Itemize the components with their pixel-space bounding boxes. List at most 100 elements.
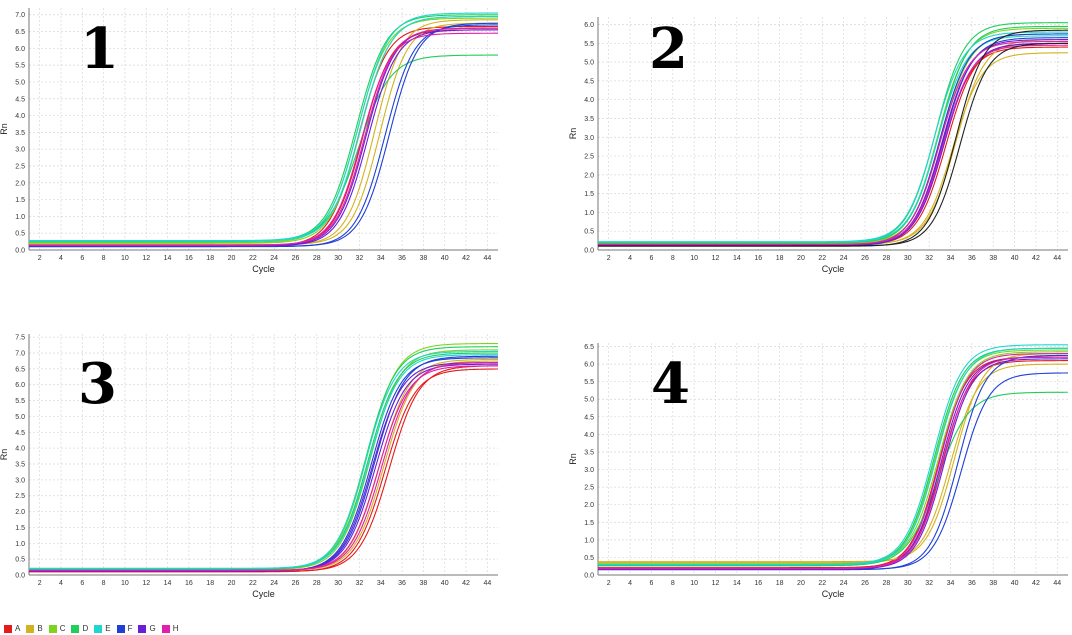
x-tick-label: 42 (1032, 580, 1040, 587)
series-line-c (29, 17, 498, 244)
y-axis-label: Rn (568, 128, 578, 140)
x-tick-label: 36 (968, 255, 976, 262)
x-tick-label: 28 (313, 580, 321, 587)
chart-panel-4: 2 4 6 8 10 12 14 16 18 20 22 24 26 28 30 32 34 36 38 40 42 44… (568, 343, 1069, 599)
legend-label: D (82, 624, 89, 633)
legend-item-f: F (116, 624, 132, 633)
y-tick-label: 4.5 (15, 96, 25, 103)
series-line-e (29, 354, 499, 569)
x-tick-label: 40 (441, 580, 449, 587)
y-tick-label: 2.0 (584, 502, 594, 509)
y-tick-label: 3.0 (15, 477, 25, 484)
x-tick-label: 24 (270, 255, 278, 262)
series-line-d (29, 54, 498, 243)
y-tick-label: 3.5 (15, 130, 25, 137)
y-tick-label: 3.5 (584, 449, 594, 456)
y-tick-label: 7.0 (15, 351, 25, 358)
x-tick-label: 42 (462, 580, 470, 587)
y-tick-label: 6.5 (15, 366, 25, 373)
x-tick-label: 16 (185, 255, 193, 262)
legend-item-g: G (138, 624, 156, 633)
y-tick-label: 6.5 (584, 344, 594, 351)
chart-panel-3: 2 4 6 8 10 12 14 16 18 20 22 24 26 28 30 32 34 36 38 40 42 44… (0, 334, 499, 599)
y-tick-label: 5.0 (584, 60, 594, 67)
y-tick-label: 2.0 (15, 180, 25, 187)
x-tick-label: 26 (292, 580, 300, 587)
y-axis-label: Rn (0, 123, 9, 135)
y-axis-label: Rn (0, 449, 9, 461)
x-tick-label: 24 (840, 580, 848, 587)
series-line-b (598, 353, 1069, 563)
y-tick-label: 3.0 (15, 147, 25, 154)
y-tick-label: 3.0 (584, 135, 594, 142)
chart-panel-2: 2 4 6 8 10 12 14 16 18 20 22 24 26 28 30 32 34 36 38 40 42 44… (568, 16, 1069, 274)
x-tick-label: 6 (649, 580, 653, 587)
x-tick-label: 2 (38, 255, 42, 262)
x-tick-label: 12 (712, 255, 720, 262)
x-tick-label: 40 (441, 255, 449, 262)
series-line-h (29, 362, 499, 571)
legend-swatch (4, 624, 12, 633)
legend-item-e: E (94, 624, 111, 633)
y-tick-label: 0.0 (15, 573, 25, 580)
x-tick-label: 20 (797, 580, 805, 587)
x-tick-label: 8 (102, 255, 106, 262)
y-tick-label: 1.5 (15, 525, 25, 532)
x-tick-label: 6 (649, 255, 653, 262)
x-tick-label: 34 (377, 255, 385, 262)
y-tick-label: 2.5 (15, 163, 25, 170)
x-axis-label: Cycle (252, 264, 275, 274)
series-line-h (598, 44, 1069, 245)
y-tick-label: 6.5 (15, 29, 25, 36)
x-tick-label: 2 (38, 580, 42, 587)
x-tick-label: 44 (1053, 580, 1061, 587)
x-tick-label: 16 (754, 255, 762, 262)
x-tick-label: 34 (947, 255, 955, 262)
x-tick-label: 4 (59, 580, 63, 587)
x-tick-label: 10 (121, 580, 129, 587)
y-tick-label: 5.0 (15, 79, 25, 86)
y-tick-label: 5.5 (584, 41, 594, 48)
legend-item-c: C (48, 624, 65, 633)
x-tick-label: 32 (925, 580, 933, 587)
y-tick-label: 5.5 (15, 398, 25, 405)
y-tick-label: 4.5 (15, 430, 25, 437)
y-tick-label: 0.0 (584, 248, 594, 255)
chart-panel-1: 2 4 6 8 10 12 14 16 18 20 22 24 26 28 30 32 34 36 38 40 42 44… (0, 8, 499, 274)
x-tick-label: 32 (356, 255, 364, 262)
x-tick-label: 14 (164, 580, 172, 587)
y-tick-label: 5.5 (15, 63, 25, 70)
y-tick-label: 1.0 (584, 537, 594, 544)
y-tick-label: 4.0 (584, 432, 594, 439)
x-tick-label: 22 (249, 580, 257, 587)
x-tick-label: 44 (483, 255, 491, 262)
x-tick-label: 8 (102, 580, 106, 587)
x-tick-label: 38 (989, 580, 997, 587)
legend: A B C D E F G H (4, 622, 185, 635)
x-tick-label: 40 (1011, 255, 1019, 262)
y-tick-label: 2.0 (15, 509, 25, 516)
x-tick-label: 8 (671, 580, 675, 587)
y-tick-label: 0.5 (15, 557, 25, 564)
y-tick-label: 4.5 (584, 414, 594, 421)
x-tick-label: 18 (776, 255, 784, 262)
panel-number-label: 2 (649, 16, 688, 82)
legend-label: E (105, 624, 111, 633)
x-tick-label: 16 (754, 580, 762, 587)
series-line-g (29, 29, 499, 247)
x-tick-label: 44 (483, 580, 491, 587)
x-tick-label: 24 (840, 255, 848, 262)
x-tick-label: 42 (1032, 255, 1040, 262)
y-tick-label: 6.0 (15, 46, 25, 53)
x-tick-label: 34 (947, 580, 955, 587)
y-tick-label: 6.0 (584, 22, 594, 29)
legend-label: H (172, 624, 179, 633)
y-tick-label: 2.5 (584, 485, 594, 492)
y-tick-label: 5.5 (584, 379, 594, 386)
y-tick-label: 4.0 (15, 113, 25, 120)
x-tick-label: 20 (228, 580, 236, 587)
series-line-unlabeled (598, 42, 1069, 247)
x-tick-label: 30 (334, 580, 342, 587)
series-line-d (598, 25, 1069, 244)
